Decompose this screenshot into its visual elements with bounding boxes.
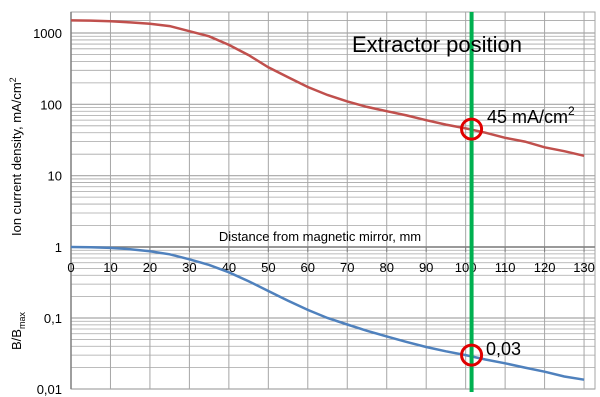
marker-circle (460, 343, 484, 367)
y-tick-label: 0,01 (37, 382, 62, 397)
marker-circle (460, 117, 484, 141)
series-line (70, 245, 585, 381)
x-tick-label: 120 (534, 260, 556, 275)
annotation-marker-label: 45 mA/cm2 (487, 104, 575, 127)
y-axis-label: B/Bmax (9, 312, 27, 350)
x-tick-label: 60 (301, 260, 315, 275)
x-axis-title: Distance from magnetic mirror, mm (219, 229, 421, 244)
y-tick-label: 10 (48, 169, 62, 184)
y-axis-label: Ion current density, mA/cm2 (8, 77, 24, 236)
y-tick-label: 100 (40, 97, 62, 112)
y-tick-label: 1000 (33, 26, 62, 41)
x-tick-label: 130 (573, 260, 595, 275)
y-axis-label-sub: max (17, 312, 27, 330)
series-line (70, 19, 585, 158)
x-tick-label: 0 (67, 260, 74, 275)
x-tick-label: 50 (261, 260, 275, 275)
y-tick-label: 0,1 (44, 311, 62, 326)
x-tick-label: 70 (340, 260, 354, 275)
x-tick-label: 30 (182, 260, 196, 275)
x-tick-label: 90 (419, 260, 433, 275)
y-axis-label-sup: 2 (8, 77, 18, 82)
plot-area (70, 11, 596, 390)
y-tick-label: 1 (55, 240, 62, 255)
x-tick-label: 80 (379, 260, 393, 275)
x-tick-label: 20 (143, 260, 157, 275)
annotation-extractor-position: Extractor position (352, 32, 522, 57)
x-tick-label: 10 (103, 260, 117, 275)
annotation-marker-label-sup: 2 (568, 104, 575, 118)
annotation-marker-label: 0,03 (486, 339, 521, 359)
x-tick-label: 110 (495, 260, 516, 275)
